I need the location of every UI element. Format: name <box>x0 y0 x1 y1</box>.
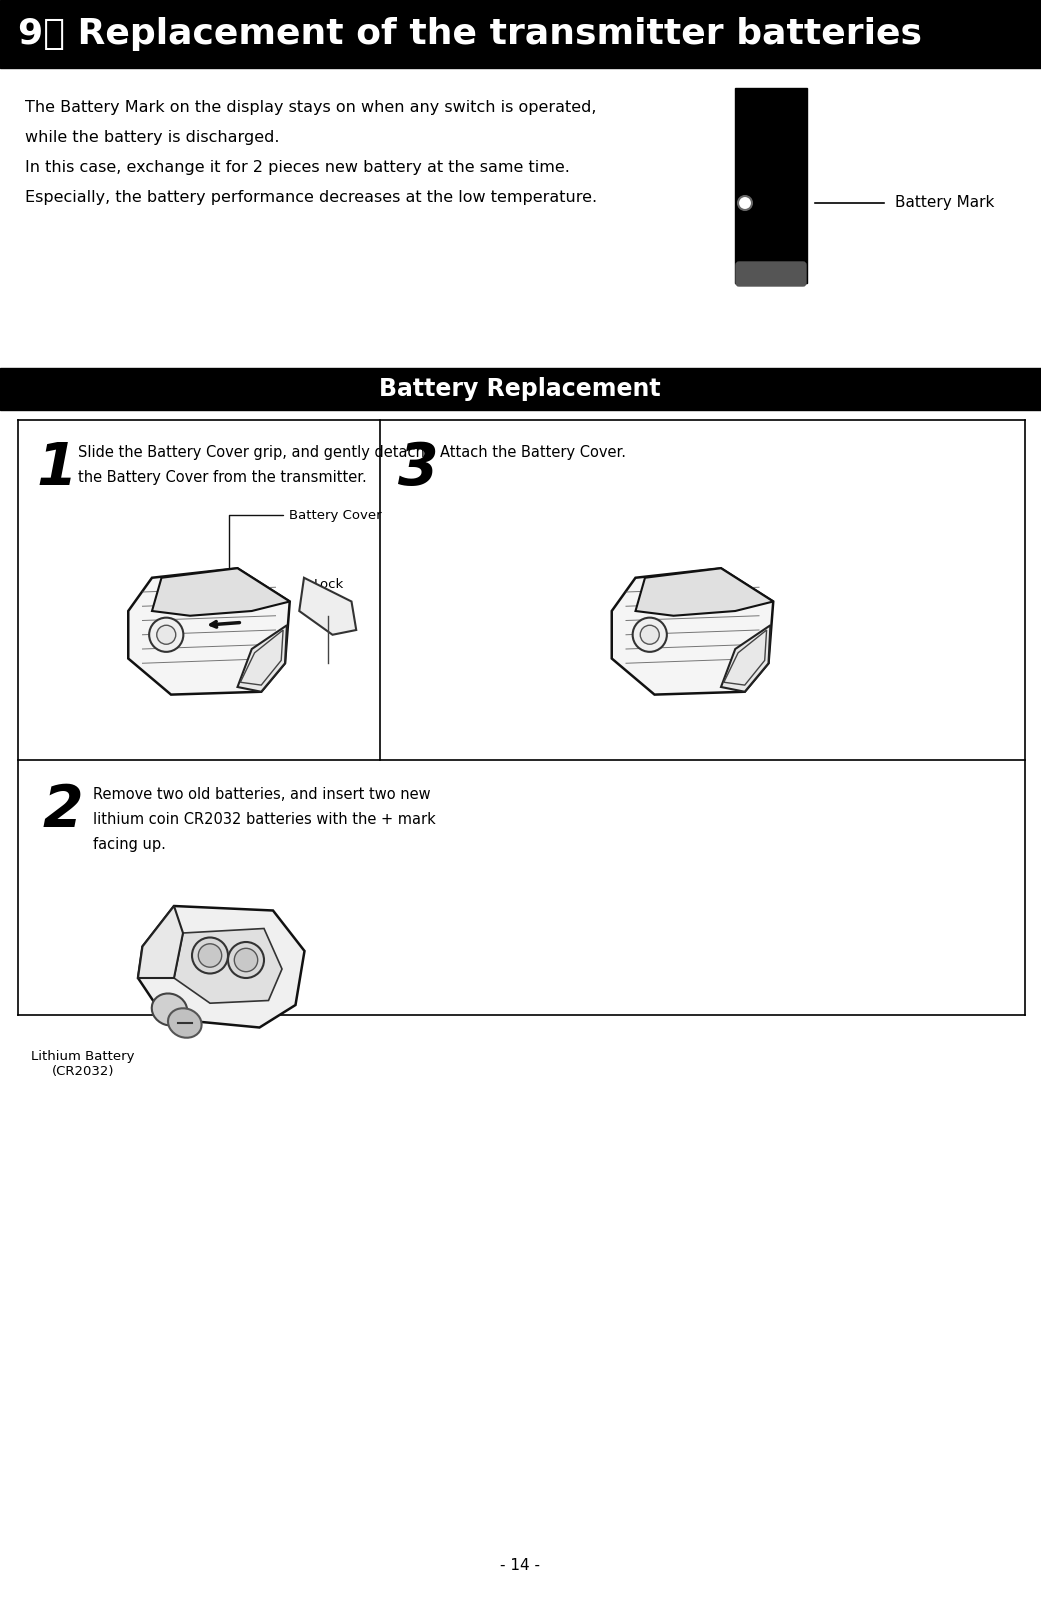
Polygon shape <box>612 567 773 694</box>
Bar <box>735 88 807 284</box>
Circle shape <box>640 625 659 644</box>
Text: facing up.: facing up. <box>93 837 166 853</box>
Circle shape <box>149 617 183 652</box>
FancyBboxPatch shape <box>736 261 806 285</box>
Polygon shape <box>152 567 289 616</box>
Bar <box>0 0 1041 67</box>
Circle shape <box>234 949 258 971</box>
Text: 9． Replacement of the transmitter batteries: 9． Replacement of the transmitter batter… <box>18 18 922 51</box>
Polygon shape <box>138 906 183 978</box>
Text: 2: 2 <box>43 782 83 838</box>
Circle shape <box>192 938 228 973</box>
Text: lithium coin CR2032 batteries with the + mark: lithium coin CR2032 batteries with the +… <box>93 813 436 827</box>
Ellipse shape <box>168 1008 202 1037</box>
Text: Especially, the battery performance decreases at the low temperature.: Especially, the battery performance decr… <box>25 191 598 205</box>
Text: the Battery Cover from the transmitter.: the Battery Cover from the transmitter. <box>78 470 366 486</box>
Polygon shape <box>299 577 356 635</box>
Circle shape <box>738 196 752 210</box>
Text: In this case, exchange it for 2 pieces new battery at the same time.: In this case, exchange it for 2 pieces n… <box>25 160 569 175</box>
Text: 3: 3 <box>398 439 438 497</box>
Circle shape <box>157 625 176 644</box>
Polygon shape <box>237 625 287 692</box>
Text: Battery Mark: Battery Mark <box>895 196 994 210</box>
Text: Slide the Battery Cover grip, and gently detach: Slide the Battery Cover grip, and gently… <box>78 446 425 460</box>
Bar <box>0 369 1041 410</box>
Text: Attach the Battery Cover.: Attach the Battery Cover. <box>440 446 626 460</box>
Polygon shape <box>721 625 770 692</box>
Polygon shape <box>635 567 773 616</box>
Text: 1: 1 <box>36 439 77 497</box>
Text: Remove two old batteries, and insert two new: Remove two old batteries, and insert two… <box>93 787 431 802</box>
Ellipse shape <box>152 994 187 1026</box>
Text: while the battery is discharged.: while the battery is discharged. <box>25 130 279 144</box>
Text: The Battery Mark on the display stays on when any switch is operated,: The Battery Mark on the display stays on… <box>25 99 596 115</box>
Circle shape <box>633 617 667 652</box>
Text: Lithium Battery
(CR2032): Lithium Battery (CR2032) <box>31 1050 134 1077</box>
Circle shape <box>198 944 222 967</box>
Text: Lock: Lock <box>314 579 345 616</box>
Circle shape <box>228 943 264 978</box>
Text: Battery Cover: Battery Cover <box>229 508 382 587</box>
Polygon shape <box>138 906 305 1028</box>
Polygon shape <box>128 567 289 694</box>
Text: - 14 -: - 14 - <box>500 1558 540 1573</box>
Polygon shape <box>174 928 282 1003</box>
Text: Battery Replacement: Battery Replacement <box>379 377 661 401</box>
